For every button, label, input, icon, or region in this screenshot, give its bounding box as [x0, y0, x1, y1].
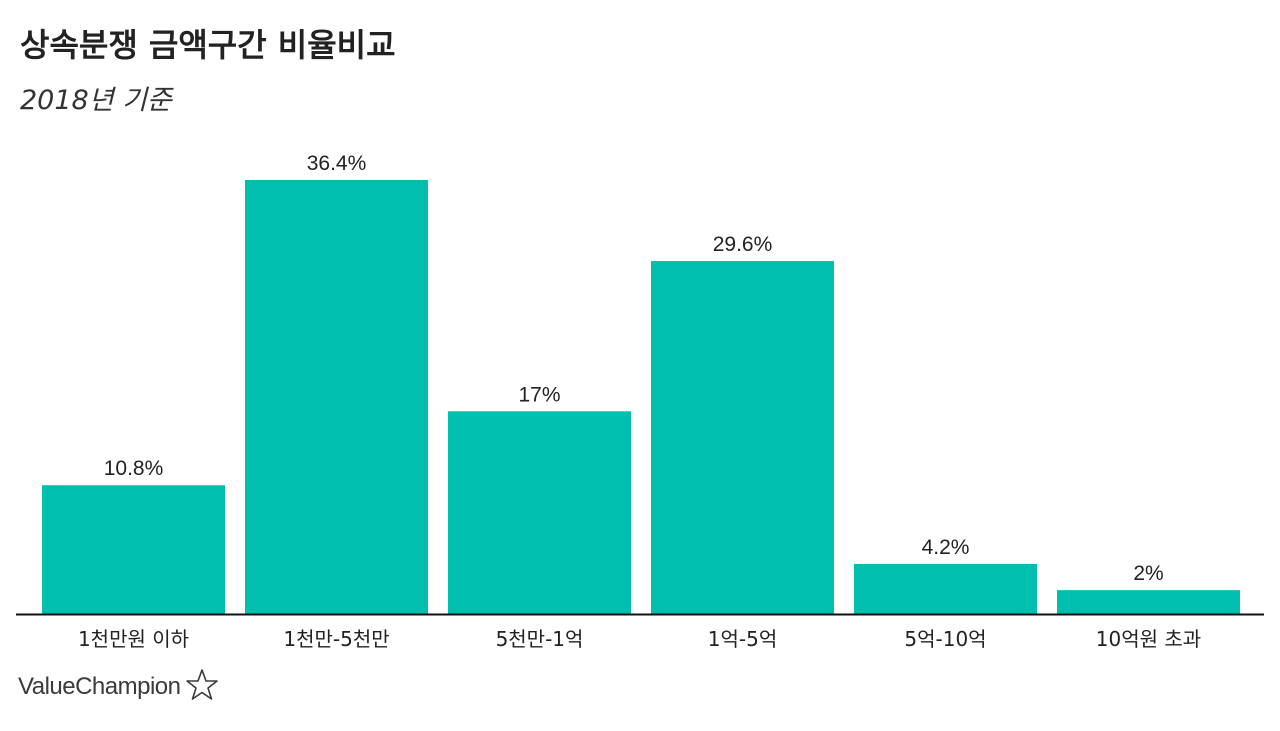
chart-subtitle: 2018년 기준: [20, 85, 172, 116]
bar-3: [448, 411, 631, 614]
data-label-5: 4.2%: [922, 536, 970, 559]
category-label-6: 10억원 초과: [1096, 627, 1201, 651]
category-label-2: 1천만-5천만: [283, 627, 389, 651]
bar-2: [245, 180, 428, 614]
brand-name: ValueChampion: [18, 673, 181, 700]
brand-logo: ValueChampion: [18, 668, 219, 706]
data-label-4: 29.6%: [713, 233, 773, 256]
data-label-1: 10.8%: [104, 457, 164, 480]
bar-1: [42, 485, 225, 614]
star-outline-icon: [185, 668, 219, 706]
category-label-3: 5천만-1억: [496, 627, 584, 651]
data-label-6: 2%: [1133, 562, 1163, 585]
category-label-5: 5억-10억: [904, 627, 986, 651]
chart-title: 상속분쟁 금액구간 비율비교: [20, 26, 396, 64]
category-label-4: 1억-5억: [708, 627, 777, 651]
bar-4: [651, 261, 834, 614]
category-label-1: 1천만원 이하: [78, 627, 189, 651]
bar-6: [1057, 590, 1240, 614]
bar-5: [854, 563, 1037, 614]
data-label-3: 17%: [518, 383, 560, 406]
data-label-2: 36.4%: [307, 152, 367, 175]
